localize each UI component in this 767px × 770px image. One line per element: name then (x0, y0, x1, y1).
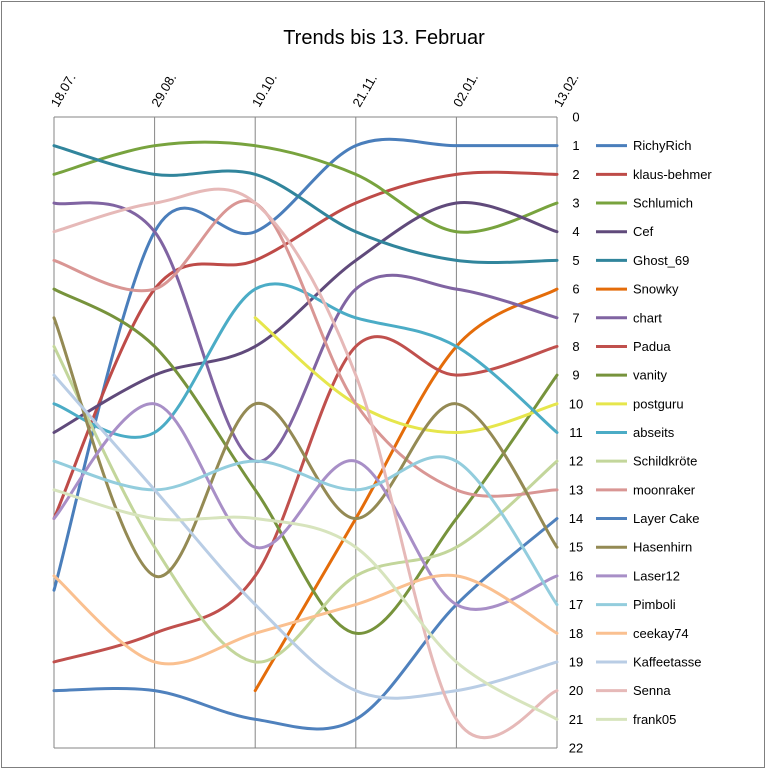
series-line-21 (52, 488, 559, 721)
legend-label: Schlumich (633, 196, 693, 211)
legend-label: Ghost_69 (633, 253, 689, 268)
series-line-4 (52, 201, 559, 434)
legend-label: Kaffeetasse (633, 654, 701, 669)
y-tick-label: 7 (572, 310, 579, 325)
legend-label: Schildkröte (633, 454, 697, 469)
y-tick-label: 15 (569, 540, 583, 555)
y-tick-label: 8 (572, 339, 579, 354)
legend-label: postguru (633, 396, 684, 411)
y-tick-label: 10 (569, 396, 583, 411)
y-tick-label: 18 (569, 626, 583, 641)
legend-label: ceekay74 (633, 626, 689, 641)
y-tick-label: 3 (572, 196, 579, 211)
y-tick-label: 21 (569, 712, 583, 727)
series-line-9 (52, 287, 559, 635)
series-line-7 (52, 201, 559, 463)
y-tick-label: 4 (572, 224, 579, 239)
x-tick-label: 10.10. (249, 71, 280, 110)
legend-label: Layer Cake (633, 511, 699, 526)
series-line-20 (52, 187, 559, 739)
legend-label: vanity (633, 368, 667, 383)
legend-label: chart (633, 310, 662, 325)
legend-label: Padua (633, 339, 671, 354)
y-tick-label: 20 (569, 683, 583, 698)
y-tick-label: 19 (569, 654, 583, 669)
x-tick-label: 21.11. (349, 72, 380, 110)
legend-label: Pimboli (633, 597, 676, 612)
series-line-8 (52, 335, 559, 664)
legend-label: Hasenhirn (633, 540, 692, 555)
legend-label: Snowky (633, 282, 679, 297)
y-tick-label: 12 (569, 454, 583, 469)
y-tick-label: 2 (572, 167, 579, 182)
legend-label: RichyRich (633, 138, 692, 153)
y-tick-label: 6 (572, 282, 579, 297)
legend-label: moonraker (633, 482, 696, 497)
series-lines (52, 137, 559, 739)
x-tick-label: 02.01. (450, 71, 481, 110)
y-tick-label: 5 (572, 253, 579, 268)
legend: RichyRich klaus-behmer Schlumich Cef Ghost_6… (596, 138, 712, 727)
series-line-2 (52, 170, 559, 521)
series-line-19 (52, 373, 559, 700)
series-line-3 (52, 140, 559, 234)
series-line-10 (253, 316, 559, 435)
chart-title: Trends bis 13. Februar (283, 27, 485, 49)
y-tick-label: 22 (569, 741, 583, 756)
y-tick-label: 17 (569, 597, 583, 612)
y-tick-label: 9 (572, 368, 579, 383)
series-line-14 (52, 517, 559, 731)
series-line-11 (52, 282, 559, 439)
legend-label: frank05 (633, 712, 676, 727)
y-tick-label: 13 (569, 482, 583, 497)
x-tick-label: 18.07. (48, 71, 79, 110)
series-line-12 (52, 344, 559, 664)
series-line-16 (52, 402, 559, 611)
y-tick-label: 14 (569, 511, 583, 526)
y-tick-label: 16 (569, 568, 583, 583)
series-line-15 (52, 316, 559, 578)
y-tick-label: 1 (572, 138, 579, 153)
y-tick-label: 11 (569, 425, 583, 440)
series-line-5 (52, 144, 559, 265)
legend-label: Senna (633, 683, 671, 698)
x-tick-label: 13.02. (551, 71, 582, 110)
legend-label: klaus-behmer (633, 167, 712, 182)
legend-label: Laser12 (633, 568, 680, 583)
legend-label: abseits (633, 425, 675, 440)
series-line-1 (52, 137, 559, 592)
legend-label: Cef (633, 224, 654, 239)
series-line-18 (52, 573, 559, 666)
series-line-17 (52, 455, 559, 607)
series-line-13 (52, 199, 559, 498)
y-tick-label: 0 (572, 110, 579, 125)
x-tick-label: 29.08. (148, 71, 179, 110)
x-tick-labels: 18.07. 29.08. 10.10. 21.11. 02.01. 13.02. (48, 71, 582, 110)
